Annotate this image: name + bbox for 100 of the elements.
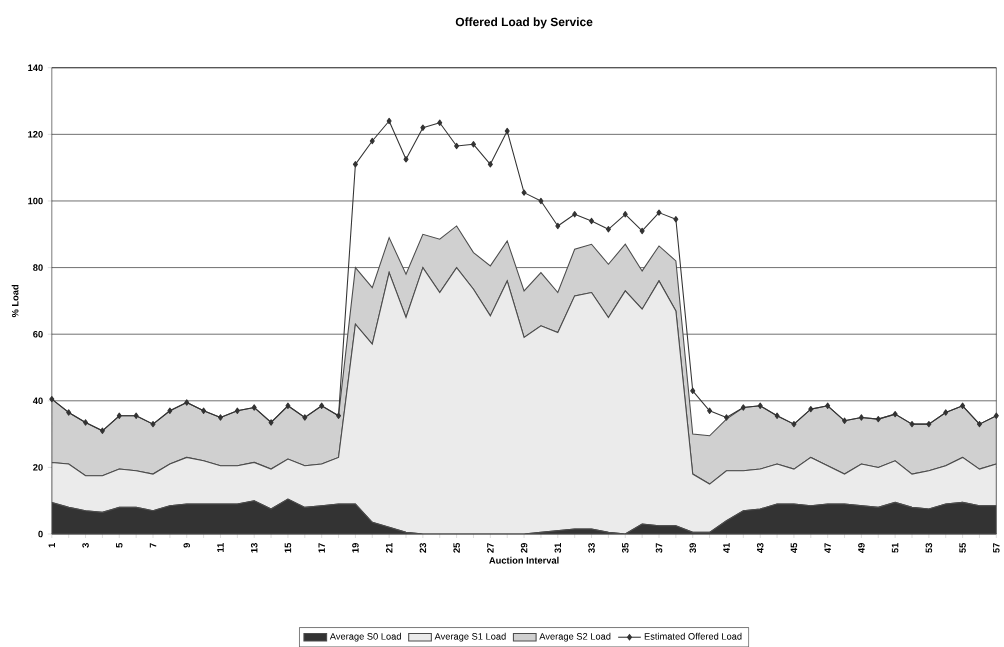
chart-title: Offered Load by Service — [455, 17, 593, 29]
point — [319, 402, 325, 409]
x-tick-label: 25 — [453, 542, 460, 553]
x-tick-label: 1 — [48, 542, 56, 548]
x-tick-label: 37 — [655, 543, 663, 553]
y-tick-label: 20 — [33, 464, 43, 471]
point — [892, 410, 898, 418]
x-tick-label: 33 — [588, 542, 595, 553]
point — [993, 412, 999, 419]
point — [133, 412, 139, 419]
x-tick-label: 5 — [116, 542, 123, 548]
point — [386, 117, 392, 125]
legend-label: Estimated Offered Load — [644, 632, 742, 640]
point — [268, 419, 274, 426]
x-tick-label: 39 — [689, 542, 697, 553]
point — [656, 209, 662, 216]
point — [589, 217, 595, 225]
x-tick-label: 15 — [284, 542, 292, 553]
x-tick-label: 43 — [756, 542, 764, 553]
point — [66, 409, 72, 416]
y-tick-label: 80 — [33, 264, 43, 271]
point — [842, 417, 848, 424]
point — [909, 420, 915, 428]
point — [808, 405, 814, 413]
point — [875, 415, 881, 423]
point — [521, 189, 527, 196]
point — [825, 402, 831, 409]
point — [150, 420, 156, 428]
legend-label: Average S0 Load — [329, 632, 401, 642]
point — [83, 419, 89, 426]
point — [673, 216, 679, 223]
x-tick-label: 7 — [149, 543, 157, 548]
x-tick-label: 3 — [82, 542, 89, 548]
point — [622, 211, 628, 218]
x-tick-label: 21 — [385, 542, 393, 553]
x-tick-label: 41 — [723, 542, 730, 553]
x-tick-label: 45 — [790, 542, 798, 553]
x-tick-label: 27 — [487, 543, 494, 553]
point — [774, 412, 780, 419]
point — [487, 161, 493, 168]
point — [572, 211, 578, 218]
x-tick-label: 11 — [217, 542, 224, 552]
x-tick-label: 13 — [250, 542, 258, 553]
point — [217, 414, 223, 421]
point — [285, 402, 291, 409]
point — [167, 407, 173, 414]
x-tick-label: 51 — [891, 542, 899, 553]
point — [555, 222, 561, 230]
x-tick-label: 55 — [959, 542, 966, 553]
point — [116, 412, 122, 419]
point — [201, 407, 207, 414]
point — [858, 414, 864, 421]
point — [470, 141, 476, 148]
point — [639, 227, 645, 235]
y-tick-label: 120 — [28, 131, 43, 138]
point — [723, 414, 729, 421]
x-tick-label: 31 — [554, 542, 562, 553]
point — [943, 409, 949, 416]
x-tick-label: 53 — [925, 542, 933, 553]
x-tick-label: 47 — [824, 543, 831, 553]
y-axis-title: % Load — [11, 284, 19, 318]
point — [437, 119, 443, 126]
point — [740, 404, 746, 411]
point — [960, 402, 966, 409]
x-tick-label: 17 — [318, 543, 325, 553]
point — [352, 161, 358, 168]
legend-label: Average S2 Load — [539, 632, 611, 642]
x-tick-label: 57 — [993, 543, 1000, 553]
point — [99, 427, 105, 434]
point — [976, 420, 982, 428]
x-tick-label: 23 — [419, 542, 427, 553]
point — [336, 412, 342, 419]
point — [403, 156, 409, 163]
point — [369, 137, 375, 145]
point — [251, 404, 257, 411]
legend-label: Average S1 Load — [434, 632, 506, 642]
y-tick-label: 140 — [28, 64, 43, 71]
point — [302, 414, 308, 421]
point — [690, 387, 696, 394]
x-tick-label: 35 — [621, 542, 629, 553]
point — [605, 226, 611, 233]
x-tick-label: 29 — [520, 542, 528, 553]
point — [184, 399, 190, 406]
point — [707, 407, 713, 414]
point — [454, 142, 460, 150]
point — [926, 420, 932, 428]
x-tick-label: 19 — [352, 542, 359, 553]
y-tick-label: 100 — [28, 197, 43, 205]
point — [538, 197, 544, 205]
x-tick-label: 9 — [183, 542, 191, 548]
x-tick-label: 49 — [858, 542, 865, 553]
point — [757, 402, 763, 409]
point — [504, 127, 510, 135]
point — [49, 395, 55, 403]
y-tick-label: 40 — [32, 397, 43, 405]
y-tick-label: 60 — [33, 330, 43, 338]
point — [420, 124, 426, 131]
x-axis-title: Auction Interval — [489, 556, 559, 564]
point — [791, 420, 797, 428]
point — [234, 407, 240, 414]
